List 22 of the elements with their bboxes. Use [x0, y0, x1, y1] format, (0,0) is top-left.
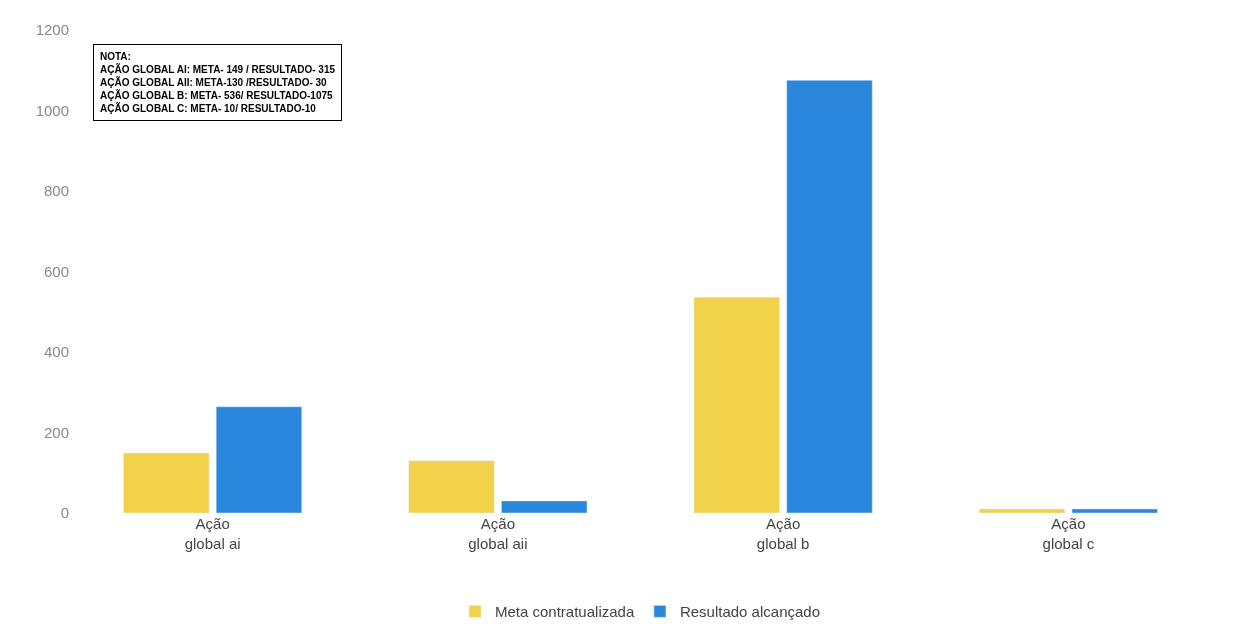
x-tick-label: Ação global b	[756, 515, 810, 552]
y-tick-label: 0	[60, 504, 69, 522]
y-tick-label: 400	[43, 343, 69, 361]
y-tick-label: 600	[43, 262, 69, 280]
bar	[1071, 508, 1158, 513]
bar	[978, 508, 1066, 513]
bar	[786, 80, 873, 513]
bar	[408, 460, 495, 513]
y-tick-label: 1200	[35, 21, 69, 39]
x-tick-label: Ação global c	[1042, 515, 1095, 552]
legend-label: Meta contratualizada	[495, 603, 635, 621]
bar	[215, 406, 303, 513]
x-tick-label: Ação global ai	[184, 515, 241, 552]
bar	[123, 452, 210, 513]
y-tick-label: 800	[43, 182, 69, 200]
y-tick-label: 200	[43, 423, 69, 441]
bar	[693, 297, 780, 513]
x-tick-label: Ação global aii	[468, 515, 528, 552]
y-tick-label: 1000	[35, 101, 69, 119]
bar	[501, 500, 588, 513]
annotation: NOTA: AÇÃO GLOBAL AI: META- 149 / RESULTADO- 315 AÇÃO GLOBAL AII: META-130 /RESULTADO- 30 AÇÃO GLOBAL B: META- 536/ RESULTADO-1075 AÇÃO GLOBAL C: META- 10/ RESULTADO-10	[100, 51, 336, 114]
legend-label: Resultado alcançado	[679, 603, 821, 621]
